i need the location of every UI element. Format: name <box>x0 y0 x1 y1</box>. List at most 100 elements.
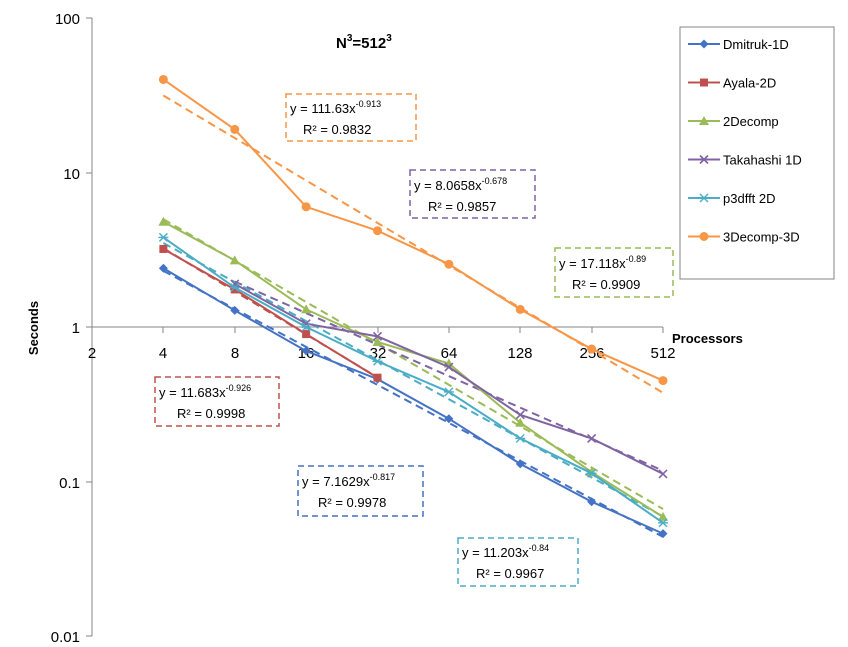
data-point <box>658 518 668 528</box>
data-point <box>301 202 311 212</box>
legend: Dmitruk-1D Ayala-2D 2Decomp Takahashi 1D p3d… <box>679 26 835 280</box>
data-point <box>515 433 526 443</box>
equation-text: y = 7.1629x-0.817 <box>302 472 395 489</box>
equation-text: y = 111.63x-0.913 <box>290 99 381 116</box>
data-point-stroke <box>372 331 383 341</box>
data-point-stroke <box>699 154 709 165</box>
y-tick-label: 100 <box>55 11 80 28</box>
data-point <box>301 304 312 314</box>
data-point <box>229 283 240 293</box>
data-point <box>587 433 597 443</box>
data-point <box>700 78 708 87</box>
data-point <box>444 259 454 269</box>
equation-box-frame <box>297 465 424 517</box>
data-point <box>658 511 668 521</box>
data-point <box>699 232 709 241</box>
data-point <box>444 414 454 424</box>
x-tick-label: 512 <box>650 345 675 362</box>
equation-box-p3dfft: y = 11.203x-0.84 R² = 0.9967 <box>457 537 579 587</box>
equation-box-frame <box>554 247 674 298</box>
data-point <box>586 468 597 478</box>
equation-text: y = 11.203x-0.84 <box>462 543 549 560</box>
data-point <box>587 497 597 507</box>
series-line <box>162 78 664 382</box>
y-axis-title: Seconds <box>26 301 41 355</box>
x-tick-label: 8 <box>231 345 239 362</box>
r-squared-text: R² = 0.9909 <box>572 277 640 292</box>
data-point <box>372 331 383 341</box>
data-point-stroke <box>444 362 454 372</box>
data-point <box>373 373 382 382</box>
data-point-stroke <box>587 433 597 443</box>
data-point <box>230 285 239 294</box>
data-point <box>372 356 383 366</box>
x-tick-label: 64 <box>441 345 458 362</box>
equation-box-frame <box>409 169 536 219</box>
r-squared-text: R² = 0.9967 <box>476 566 544 581</box>
data-point <box>515 410 525 420</box>
x-tick-label: 128 <box>507 345 532 362</box>
y-tick-label: 1 <box>72 320 80 337</box>
data-point <box>302 330 311 339</box>
chart-title: N3=5123 <box>336 33 392 52</box>
r-squared-text: R² = 0.9998 <box>177 406 245 421</box>
data-point <box>587 344 597 354</box>
x-axis-title: Processors <box>672 331 743 346</box>
legend-items: Dmitruk-1D Ayala-2D 2Decomp Takahashi 1D p3d… <box>688 37 802 245</box>
data-point <box>230 124 240 134</box>
equation-box-2decomp: y = 17.118x-0.89 R² = 0.9909 <box>554 247 674 298</box>
equation-box-ayala: y = 11.683x-0.926 R² = 0.9998 <box>154 376 280 427</box>
data-point <box>301 322 312 332</box>
data-point <box>658 529 668 539</box>
trendline <box>162 270 664 538</box>
data-point <box>158 232 169 242</box>
r-squared-text: R² = 0.9832 <box>303 122 371 137</box>
data-point <box>444 362 454 372</box>
x-tick-label: 2 <box>88 345 96 362</box>
data-point <box>301 346 311 356</box>
data-point-stroke <box>515 410 525 420</box>
data-point <box>515 417 526 427</box>
data-series <box>158 74 668 539</box>
data-point <box>373 226 382 236</box>
data-point <box>515 459 525 469</box>
legend-label: Ayala-2D <box>723 76 776 91</box>
equation-box-frame <box>154 376 280 427</box>
data-point <box>230 305 240 315</box>
legend-label: Dmitruk-1D <box>723 37 789 52</box>
equation-text: y = 11.683x-0.926 <box>159 383 251 400</box>
data-point <box>443 387 454 397</box>
equation-box-frame <box>285 93 417 142</box>
data-point <box>658 469 668 479</box>
data-point-stroke <box>658 469 668 479</box>
data-point <box>699 154 709 165</box>
r-squared-text: R² = 0.9857 <box>428 199 496 214</box>
trendline <box>162 242 664 518</box>
series-line <box>162 248 379 379</box>
equation-box-dmitruk: y = 7.1629x-0.817 R² = 0.9978 <box>297 465 424 517</box>
equation-box-3decomp: y = 111.63x-0.913 R² = 0.9832 <box>285 93 417 142</box>
equation-text: y = 17.118x-0.89 <box>559 254 646 271</box>
data-point <box>158 263 168 273</box>
y-tick-label: 10 <box>63 166 80 183</box>
x-tick-label: 4 <box>159 345 167 362</box>
data-point <box>699 116 709 125</box>
legend-label: 3Decomp-3D <box>723 230 800 245</box>
data-point <box>658 376 668 386</box>
legend-label: 2Decomp <box>723 114 779 129</box>
legend-label: Takahashi 1D <box>723 153 802 168</box>
legend-label: p3dfft 2D <box>723 191 776 206</box>
r-squared-text: R² = 0.9978 <box>318 495 386 510</box>
equation-text: y = 8.0658x-0.678 <box>414 176 507 193</box>
data-point <box>158 74 168 84</box>
y-ticks: 100 10 1 0.1 0.01 <box>51 11 92 646</box>
equation-box-frame <box>457 537 579 587</box>
data-point <box>159 244 168 253</box>
y-tick-label: 0.01 <box>51 629 80 646</box>
data-point <box>515 304 525 314</box>
series-line <box>234 283 664 475</box>
data-point <box>158 216 169 226</box>
data-point <box>229 255 240 265</box>
data-point <box>699 39 709 49</box>
